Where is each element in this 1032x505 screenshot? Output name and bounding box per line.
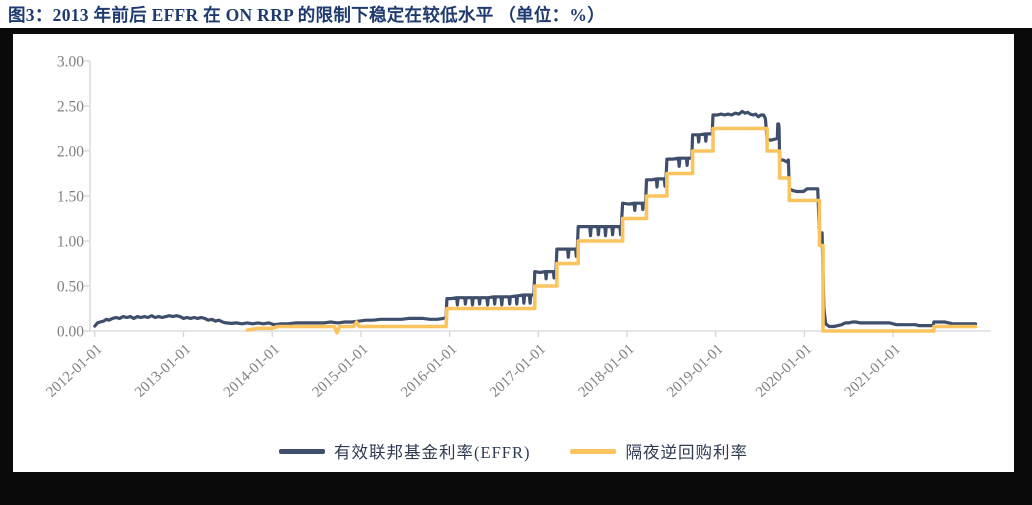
x-tick-label: 2012-01-01	[43, 341, 105, 400]
legend-swatch-effr-line	[279, 448, 326, 454]
legend-label-rrp: 隔夜逆回购利率	[625, 443, 748, 462]
x-tick-label: 2015-01-01	[310, 341, 372, 400]
legend-label-effr: 有效联邦基金利率(EFFR)	[334, 443, 531, 462]
chart-legend: 有效联邦基金利率(EFFR) 隔夜逆回购利率	[13, 437, 1014, 465]
y-tick-label: 2.50	[57, 99, 84, 116]
legend-item-rrp: 隔夜逆回购利率	[570, 439, 748, 463]
x-tick-label: 2018-01-01	[576, 341, 638, 400]
legend-item-effr: 有效联邦基金利率(EFFR)	[279, 439, 530, 463]
x-tick-label: 2021-01-01	[842, 341, 904, 400]
y-tick-label: 1.00	[57, 234, 84, 251]
chart-frame: 0.00 0.50 1.00 1.50 2.00 2.50 3.00 2012-01-01 20…	[0, 28, 1032, 505]
x-tick-label: 2013-01-01	[132, 341, 194, 400]
rrp-line-series	[245, 126, 978, 335]
y-tick-label: 0.50	[57, 279, 84, 296]
y-tick-label: 1.50	[57, 189, 84, 206]
x-tick-label: 2017-01-01	[487, 341, 549, 400]
chart-canvas: 0.00 0.50 1.00 1.50 2.00 2.50 3.00 2012-01-01 20…	[43, 54, 991, 401]
x-tick-label: 2019-01-01	[664, 341, 726, 400]
x-tick-label: 2014-01-01	[221, 341, 283, 400]
y-tick-label: 2.00	[57, 144, 84, 161]
y-tick-label: 0.00	[57, 324, 84, 341]
legend-swatch-rrp-line	[570, 448, 617, 454]
x-tick-label: 2020-01-01	[753, 341, 815, 400]
x-tick-label: 2016-01-01	[398, 341, 460, 400]
figure-title: 图3：2013 年前后 EFFR 在 ON RRP 的限制下稳定在较低水平 （单…	[8, 5, 606, 25]
chart-area: 0.00 0.50 1.00 1.50 2.00 2.50 3.00 2012-01-01 20…	[13, 34, 1014, 472]
y-tick-label: 3.00	[57, 54, 84, 71]
